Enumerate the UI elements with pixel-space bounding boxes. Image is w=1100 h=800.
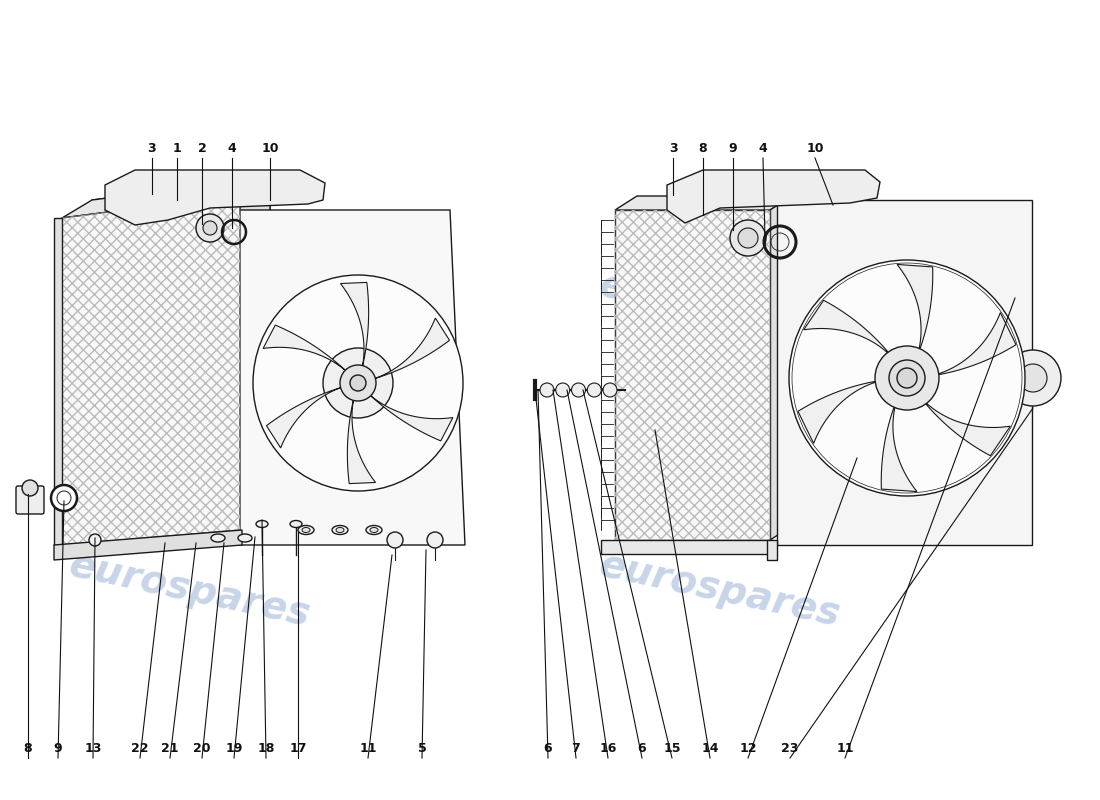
Circle shape: [896, 368, 917, 388]
Circle shape: [556, 383, 570, 397]
Circle shape: [51, 485, 77, 511]
Circle shape: [730, 220, 766, 256]
Circle shape: [387, 532, 403, 548]
Ellipse shape: [290, 521, 303, 527]
Text: 19: 19: [226, 742, 243, 754]
Text: 12: 12: [739, 742, 757, 754]
Text: 14: 14: [702, 742, 718, 754]
Text: 23: 23: [781, 742, 799, 754]
Text: 22: 22: [131, 742, 149, 754]
Text: 10: 10: [262, 142, 278, 154]
Text: eurospares: eurospares: [66, 266, 315, 354]
Circle shape: [204, 221, 217, 235]
Ellipse shape: [370, 527, 378, 533]
Text: 13: 13: [85, 742, 101, 754]
Text: 1: 1: [173, 142, 182, 154]
Polygon shape: [266, 388, 341, 448]
Polygon shape: [371, 396, 453, 441]
Circle shape: [1005, 350, 1062, 406]
Polygon shape: [898, 265, 933, 356]
Text: 11: 11: [360, 742, 376, 754]
Polygon shape: [767, 540, 777, 560]
Text: 4: 4: [228, 142, 236, 154]
Circle shape: [57, 491, 72, 505]
Text: eurospares: eurospares: [596, 266, 844, 354]
Polygon shape: [104, 170, 324, 225]
Text: 7: 7: [572, 742, 581, 754]
Text: 9: 9: [54, 742, 63, 754]
Polygon shape: [798, 380, 883, 443]
Ellipse shape: [366, 526, 382, 534]
Polygon shape: [881, 400, 917, 491]
FancyBboxPatch shape: [16, 486, 44, 514]
Ellipse shape: [298, 526, 314, 534]
Polygon shape: [54, 218, 62, 545]
Text: 15: 15: [663, 742, 681, 754]
Circle shape: [889, 360, 925, 396]
Polygon shape: [777, 200, 1032, 545]
Text: 8: 8: [698, 142, 707, 154]
Polygon shape: [931, 313, 1016, 376]
Polygon shape: [348, 400, 375, 484]
Text: 20: 20: [194, 742, 211, 754]
Circle shape: [874, 346, 939, 410]
Polygon shape: [210, 210, 465, 545]
Text: eurospares: eurospares: [596, 546, 844, 634]
Ellipse shape: [253, 275, 463, 491]
Text: 11: 11: [836, 742, 854, 754]
Polygon shape: [263, 325, 345, 370]
Polygon shape: [341, 282, 368, 366]
Text: 18: 18: [257, 742, 275, 754]
Polygon shape: [601, 540, 773, 554]
Text: 5: 5: [418, 742, 427, 754]
Circle shape: [540, 383, 554, 397]
Ellipse shape: [350, 375, 366, 391]
Polygon shape: [921, 398, 1010, 456]
Ellipse shape: [323, 348, 393, 418]
Text: 10: 10: [806, 142, 824, 154]
Circle shape: [792, 263, 1022, 493]
Circle shape: [427, 532, 443, 548]
Polygon shape: [240, 177, 270, 530]
Text: 17: 17: [289, 742, 307, 754]
Text: 6: 6: [543, 742, 552, 754]
Polygon shape: [804, 300, 893, 358]
Text: eurospares: eurospares: [66, 546, 315, 634]
Circle shape: [603, 383, 617, 397]
Circle shape: [789, 260, 1025, 496]
Text: 8: 8: [24, 742, 32, 754]
Ellipse shape: [336, 527, 344, 533]
Text: 2: 2: [198, 142, 207, 154]
Circle shape: [738, 228, 758, 248]
Polygon shape: [615, 210, 770, 540]
Polygon shape: [92, 177, 270, 527]
Ellipse shape: [238, 534, 252, 542]
Text: 3: 3: [147, 142, 156, 154]
Circle shape: [572, 383, 585, 397]
Ellipse shape: [256, 521, 268, 527]
Circle shape: [89, 534, 101, 546]
Text: 6: 6: [638, 742, 647, 754]
Polygon shape: [770, 196, 792, 540]
Circle shape: [1019, 364, 1047, 392]
Text: 9: 9: [728, 142, 737, 154]
Polygon shape: [375, 318, 450, 378]
Polygon shape: [62, 195, 240, 545]
Polygon shape: [615, 196, 792, 210]
Text: 3: 3: [669, 142, 678, 154]
Polygon shape: [62, 177, 270, 218]
Polygon shape: [54, 530, 242, 560]
Ellipse shape: [302, 527, 310, 533]
Ellipse shape: [332, 526, 348, 534]
Polygon shape: [667, 170, 880, 223]
Circle shape: [587, 383, 602, 397]
Ellipse shape: [340, 365, 376, 401]
Text: 16: 16: [600, 742, 617, 754]
Text: 4: 4: [759, 142, 768, 154]
Text: 21: 21: [162, 742, 178, 754]
Circle shape: [22, 480, 38, 496]
Ellipse shape: [211, 534, 226, 542]
Circle shape: [196, 214, 224, 242]
